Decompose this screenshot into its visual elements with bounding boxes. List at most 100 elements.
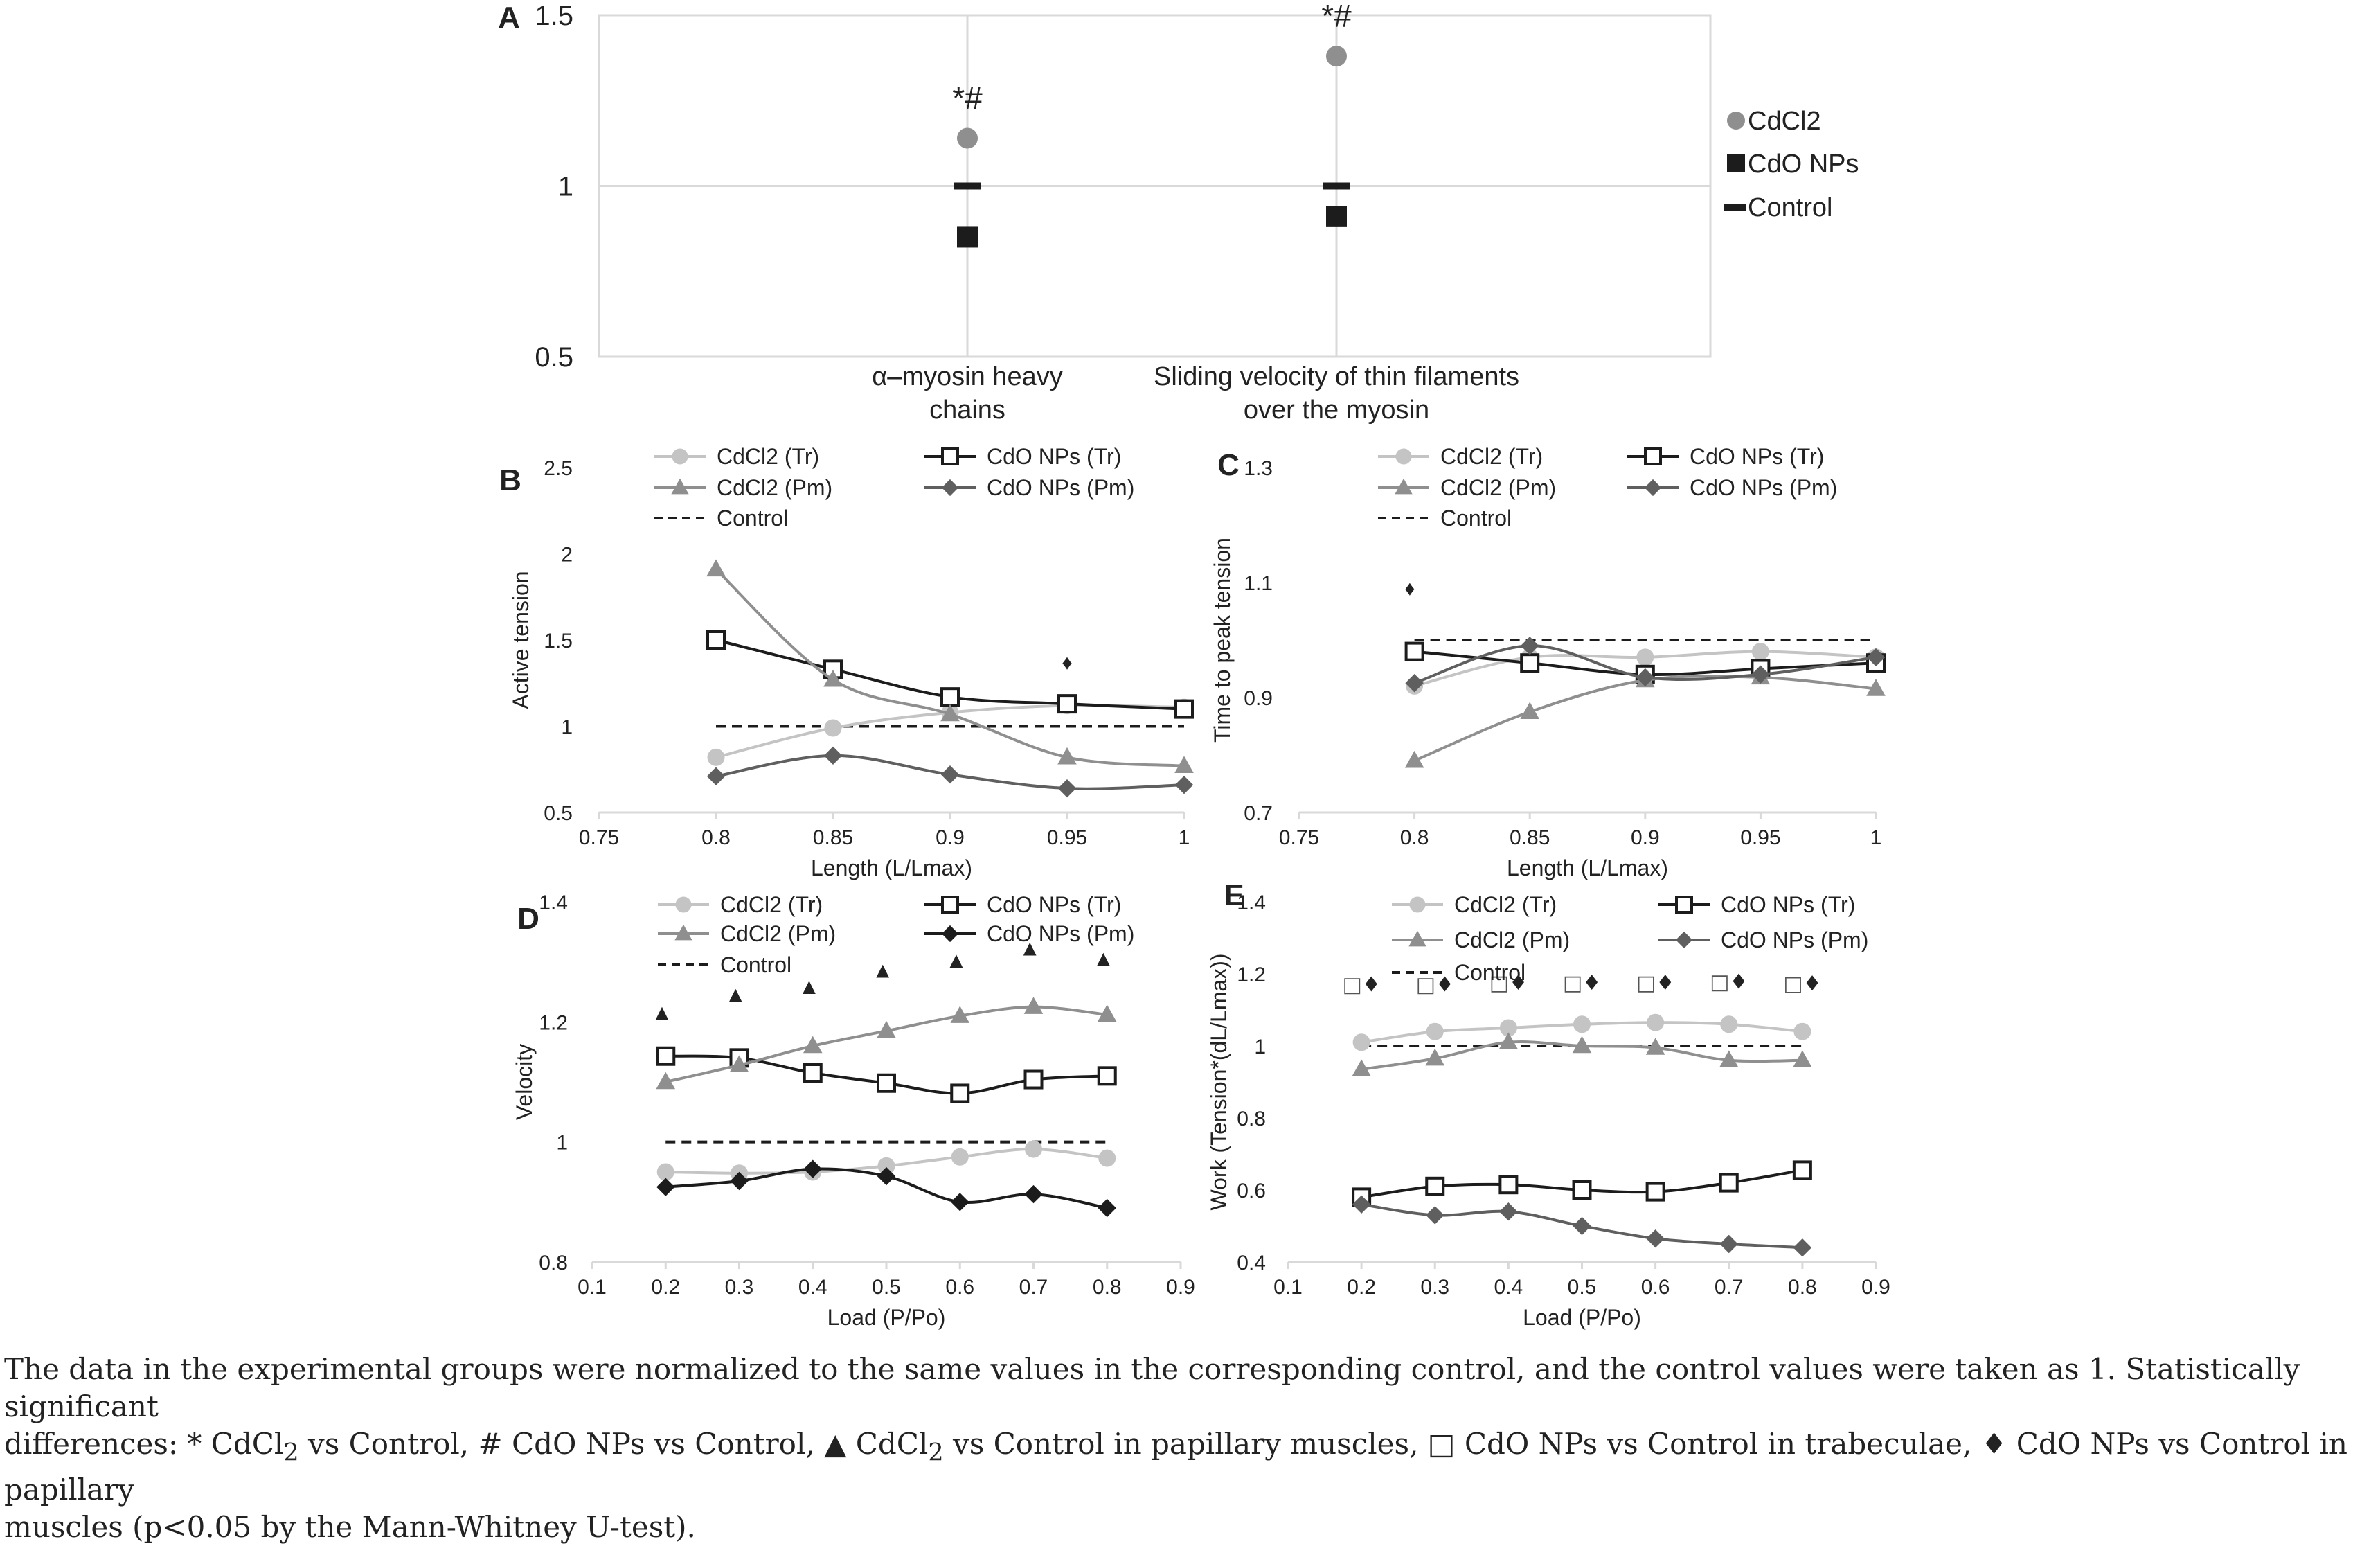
legend-label: CdCl2: [1748, 107, 1821, 136]
data-point: [1866, 648, 1886, 667]
y-tick-label: 1: [558, 172, 573, 202]
data-point: [951, 1193, 969, 1211]
legend-label: CdO NPs (Pm): [1721, 927, 1868, 952]
x-axis-label: Length (L/Lmax): [1507, 855, 1668, 880]
data-point: [1174, 775, 1194, 794]
data-point: [1023, 997, 1044, 1014]
data-point: [706, 630, 726, 650]
panel-d: D 0.1 0.2 0.3 0.4 0.5 0.6 0.7 0.8 0.9 0.8 1 1.2 1.4 Lo…: [512, 891, 1195, 1330]
x-tick-label: 0.75: [579, 826, 619, 849]
legend-label: CdO NPs (Tr): [1690, 444, 1824, 469]
legend-marker: [1644, 479, 1662, 497]
y-tick-label: 1.4: [1237, 891, 1266, 914]
data-point: [1025, 1140, 1042, 1158]
figure-caption: The data in the experimental groups were…: [4, 1351, 2372, 1546]
data-point: [1174, 699, 1194, 719]
y-tick-label: 0.9: [1244, 687, 1273, 710]
x-tick-label: 0.4: [1494, 1276, 1523, 1299]
legend-marker: [671, 478, 689, 495]
data-point: [1793, 1238, 1812, 1257]
significance-marker: □♦: [1710, 970, 1748, 994]
x-tick-label: 0.3: [725, 1276, 754, 1299]
panel-letter: E: [1224, 878, 1244, 912]
x-tick-label: 0.9: [1861, 1276, 1890, 1299]
legend-label: CdCl2 (Pm): [1454, 927, 1570, 952]
x-tick-label: 0.95: [1047, 826, 1087, 849]
data-point: [1326, 206, 1347, 227]
y-axis-label: Velocity: [512, 1044, 537, 1120]
legend-label: Control: [717, 506, 788, 531]
data-point: [1572, 1180, 1592, 1200]
legend: CdCl2 (Tr) CdO NPs (Tr) CdCl2 (Pm) CdO NPs …: [654, 444, 1134, 531]
legend-label: CdO NPs: [1748, 150, 1859, 179]
x-tick-label: 0.9: [1166, 1276, 1195, 1299]
x-tick-label: 0.2: [651, 1276, 680, 1299]
data-point: [1023, 1069, 1044, 1090]
x-tick-label: 0.6: [1641, 1276, 1670, 1299]
legend-marker: [675, 896, 692, 913]
y-tick-label: 2: [561, 544, 573, 567]
data-point: [1323, 182, 1350, 190]
y-tick-label: 1: [556, 1132, 568, 1155]
data-point: [877, 1073, 896, 1093]
data-point: [1866, 679, 1886, 696]
y-tick-label: 1.5: [544, 630, 573, 652]
y-axis-label: Time to peak tension: [1210, 537, 1235, 743]
significance-marker: ♦: [1062, 651, 1072, 674]
legend-label: CdO NPs (Pm): [1690, 475, 1837, 500]
x-tick-label: 1: [1179, 826, 1190, 849]
legend-marker: [674, 924, 692, 941]
data-point: [729, 1055, 749, 1072]
x-tick-label: 0.8: [701, 826, 731, 849]
y-tick-label: 0.5: [535, 342, 573, 373]
data-point: [1352, 1059, 1371, 1076]
data-point: [656, 1046, 676, 1066]
panel-e: E 0.1 0.2 0.3 0.4 0.5 0.6 0.7 0.8 0.9 0.4 0.6 0.8 1 1.…: [1206, 878, 1890, 1330]
panel-letter: B: [499, 463, 521, 497]
legend-label: CdCl2 (Tr): [1454, 892, 1557, 917]
data-point: [1636, 648, 1654, 666]
significance-marker: ▲: [1019, 936, 1041, 961]
significance-marker: ▲: [798, 974, 821, 999]
panel-a: A 0.5 1 1.5 α–myosin heavy chains Sliding velo…: [498, 0, 1859, 425]
y-tick-label: 1.2: [1237, 963, 1266, 986]
caption-part: CdO NPs vs Control in trabeculae,: [1455, 1427, 1981, 1461]
significance-marker: □♦: [1563, 971, 1601, 995]
data-point: [1352, 1033, 1370, 1051]
legend-label: Control: [720, 952, 791, 977]
y-tick-label: 1.4: [539, 891, 568, 914]
data-point: [803, 1036, 823, 1054]
data-point: [1719, 1234, 1738, 1254]
legend-marker: [941, 896, 959, 914]
data-point: [1793, 1050, 1812, 1067]
legend-label: Control: [1440, 506, 1512, 531]
x-tick-label: 0.9: [936, 826, 965, 849]
x-tick-label: 0.85: [813, 826, 853, 849]
significance-marker: ▲: [651, 999, 673, 1024]
significance-marker: □♦: [1489, 971, 1528, 995]
significance-marker: ♦: [1404, 577, 1415, 600]
caption-subscript: 2: [283, 1439, 299, 1467]
caption-line-2: differences: * CdCl2 vs Control, # CdO N…: [4, 1425, 2372, 1509]
x-tick-label: 0.5: [872, 1276, 901, 1299]
panel-letter: C: [1217, 448, 1240, 482]
data-point: [1326, 46, 1347, 67]
y-tick-label: 1: [1254, 1036, 1266, 1058]
x-tick-label: 0.6: [945, 1276, 974, 1299]
square-symbol: □: [1427, 1427, 1456, 1461]
significance-marker: □♦: [1783, 972, 1821, 996]
data-point: [1057, 779, 1077, 798]
figure: A 0.5 1 1.5 α–myosin heavy chains Sliding velo…: [498, 0, 1890, 1330]
data-point: [803, 1063, 823, 1083]
legend-label: CdO NPs (Tr): [987, 892, 1121, 917]
x-axis-label: Load (P/Po): [827, 1305, 946, 1330]
y-tick-label: 1: [561, 716, 573, 739]
y-tick-label: 0.8: [539, 1252, 568, 1274]
data-point: [656, 1072, 676, 1090]
data-point: [940, 765, 960, 784]
series-line: [1413, 675, 1877, 763]
legend-marker: [1409, 896, 1426, 913]
legend-label: CdCl2 (Pm): [720, 921, 836, 946]
significance-label: *#: [952, 80, 983, 116]
data-point: [1426, 1022, 1444, 1040]
